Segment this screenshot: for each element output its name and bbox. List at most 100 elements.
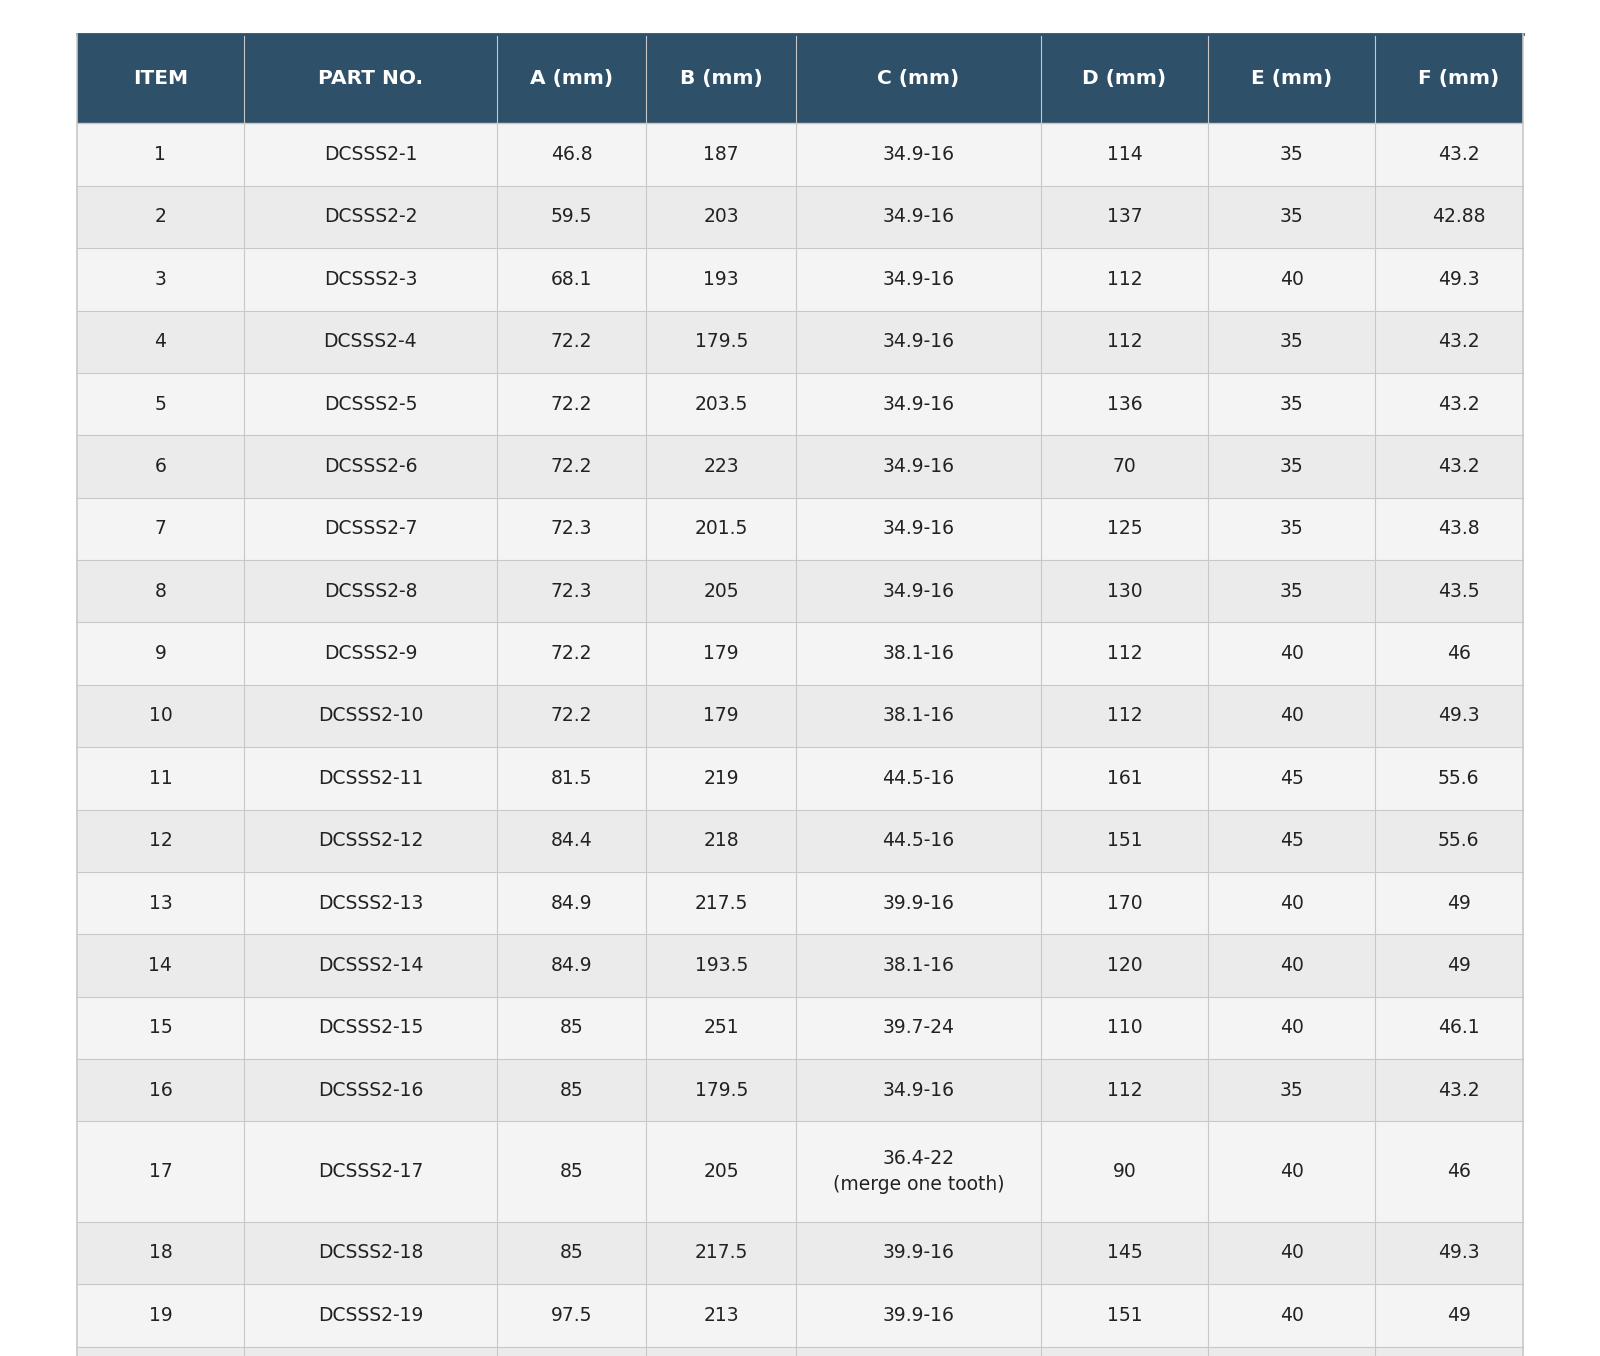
Bar bbox=[77, 498, 1523, 560]
Text: 219: 219 bbox=[704, 769, 739, 788]
Text: 85: 85 bbox=[560, 1162, 584, 1181]
Text: 72.2: 72.2 bbox=[550, 457, 592, 476]
Text: 213: 213 bbox=[704, 1306, 739, 1325]
Text: 151: 151 bbox=[1107, 831, 1142, 850]
Text: 136: 136 bbox=[1107, 395, 1142, 414]
Text: DCSSS2-14: DCSSS2-14 bbox=[318, 956, 422, 975]
Text: 170: 170 bbox=[1107, 894, 1142, 913]
Text: 36.4-22
(merge one tooth): 36.4-22 (merge one tooth) bbox=[832, 1149, 1005, 1195]
Text: C (mm): C (mm) bbox=[877, 69, 960, 88]
Text: 84.9: 84.9 bbox=[550, 956, 592, 975]
Text: 84.4: 84.4 bbox=[550, 831, 592, 850]
Text: DCSSS2-9: DCSSS2-9 bbox=[323, 644, 418, 663]
Text: 43.2: 43.2 bbox=[1438, 332, 1480, 351]
Text: 39.9-16: 39.9-16 bbox=[883, 894, 954, 913]
Text: 193: 193 bbox=[704, 270, 739, 289]
Text: 40: 40 bbox=[1280, 1306, 1304, 1325]
Bar bbox=[77, 685, 1523, 747]
Text: F (mm): F (mm) bbox=[1418, 69, 1499, 88]
Text: 40: 40 bbox=[1280, 1162, 1304, 1181]
Text: 97.5: 97.5 bbox=[550, 1306, 592, 1325]
Bar bbox=[77, 34, 1523, 123]
Text: 49: 49 bbox=[1446, 894, 1470, 913]
Text: 40: 40 bbox=[1280, 894, 1304, 913]
Text: 35: 35 bbox=[1280, 395, 1304, 414]
Text: 34.9-16: 34.9-16 bbox=[883, 270, 954, 289]
Text: 17: 17 bbox=[149, 1162, 173, 1181]
Text: 34.9-16: 34.9-16 bbox=[883, 519, 954, 538]
Text: 40: 40 bbox=[1280, 270, 1304, 289]
Text: 1: 1 bbox=[155, 145, 166, 164]
Text: 137: 137 bbox=[1107, 207, 1142, 226]
Text: 151: 151 bbox=[1107, 1306, 1142, 1325]
Text: 179: 179 bbox=[704, 706, 739, 725]
Text: 38.1-16: 38.1-16 bbox=[883, 706, 954, 725]
Text: 201.5: 201.5 bbox=[694, 519, 747, 538]
Text: 145: 145 bbox=[1107, 1243, 1142, 1262]
Text: 49.3: 49.3 bbox=[1438, 1243, 1480, 1262]
Bar bbox=[77, 1121, 1523, 1222]
Text: DCSSS2-8: DCSSS2-8 bbox=[323, 582, 418, 601]
Text: DCSSS2-11: DCSSS2-11 bbox=[318, 769, 422, 788]
Text: 34.9-16: 34.9-16 bbox=[883, 1081, 954, 1100]
Text: 35: 35 bbox=[1280, 332, 1304, 351]
Text: DCSSS2-18: DCSSS2-18 bbox=[318, 1243, 422, 1262]
Bar bbox=[77, 373, 1523, 435]
Text: 39.9-16: 39.9-16 bbox=[883, 1243, 954, 1262]
Text: DCSSS2-10: DCSSS2-10 bbox=[318, 706, 422, 725]
Text: 44.5-16: 44.5-16 bbox=[882, 831, 955, 850]
Text: 35: 35 bbox=[1280, 457, 1304, 476]
Text: 10: 10 bbox=[149, 706, 173, 725]
Text: 130: 130 bbox=[1107, 582, 1142, 601]
Text: 9: 9 bbox=[155, 644, 166, 663]
Text: 35: 35 bbox=[1280, 145, 1304, 164]
Text: 110: 110 bbox=[1107, 1018, 1142, 1037]
Bar bbox=[77, 1284, 1523, 1347]
Bar bbox=[77, 248, 1523, 311]
Text: 72.2: 72.2 bbox=[550, 332, 592, 351]
Text: 38.1-16: 38.1-16 bbox=[883, 956, 954, 975]
Text: 7: 7 bbox=[155, 519, 166, 538]
Text: 203.5: 203.5 bbox=[694, 395, 747, 414]
Text: 68.1: 68.1 bbox=[550, 270, 592, 289]
Text: 59.5: 59.5 bbox=[550, 207, 592, 226]
Text: 46: 46 bbox=[1446, 1162, 1470, 1181]
Text: 179: 179 bbox=[704, 644, 739, 663]
Text: 39.7-24: 39.7-24 bbox=[883, 1018, 954, 1037]
Bar bbox=[77, 872, 1523, 934]
Text: 217.5: 217.5 bbox=[694, 1243, 747, 1262]
Text: 34.9-16: 34.9-16 bbox=[883, 332, 954, 351]
Text: 19: 19 bbox=[149, 1306, 173, 1325]
Text: 12: 12 bbox=[149, 831, 173, 850]
Text: 72.3: 72.3 bbox=[550, 582, 592, 601]
Text: 205: 205 bbox=[704, 1162, 739, 1181]
Text: E (mm): E (mm) bbox=[1251, 69, 1333, 88]
Text: ITEM: ITEM bbox=[133, 69, 187, 88]
Text: 46: 46 bbox=[1446, 644, 1470, 663]
Text: 35: 35 bbox=[1280, 519, 1304, 538]
Text: 35: 35 bbox=[1280, 207, 1304, 226]
Text: 85: 85 bbox=[560, 1081, 584, 1100]
Text: 84.9: 84.9 bbox=[550, 894, 592, 913]
Text: 72.2: 72.2 bbox=[550, 644, 592, 663]
Text: 40: 40 bbox=[1280, 1243, 1304, 1262]
Text: 3: 3 bbox=[155, 270, 166, 289]
Bar bbox=[77, 1222, 1523, 1284]
Text: DCSSS2-16: DCSSS2-16 bbox=[318, 1081, 422, 1100]
Text: 42.88: 42.88 bbox=[1432, 207, 1485, 226]
Text: 112: 112 bbox=[1107, 644, 1142, 663]
Text: 85: 85 bbox=[560, 1243, 584, 1262]
Text: 8: 8 bbox=[155, 582, 166, 601]
Text: 49.3: 49.3 bbox=[1438, 270, 1480, 289]
Text: 72.3: 72.3 bbox=[550, 519, 592, 538]
Bar bbox=[77, 1059, 1523, 1121]
Text: 40: 40 bbox=[1280, 644, 1304, 663]
Text: 43.8: 43.8 bbox=[1438, 519, 1480, 538]
Text: 15: 15 bbox=[149, 1018, 173, 1037]
Text: 16: 16 bbox=[149, 1081, 173, 1100]
Text: B (mm): B (mm) bbox=[680, 69, 763, 88]
Text: 44.5-16: 44.5-16 bbox=[882, 769, 955, 788]
Bar bbox=[77, 435, 1523, 498]
Text: 46.8: 46.8 bbox=[550, 145, 592, 164]
Text: 120: 120 bbox=[1107, 956, 1142, 975]
